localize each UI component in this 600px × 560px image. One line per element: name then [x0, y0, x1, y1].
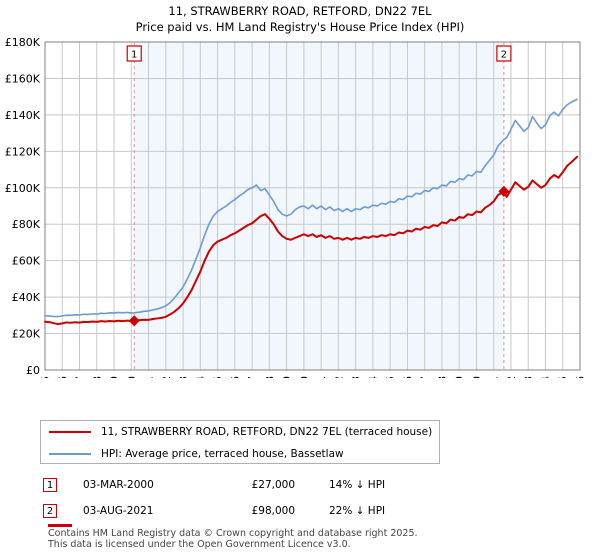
annotation-box[interactable] — [126, 45, 142, 62]
x-axis-tick-label: 2012 — [332, 376, 345, 378]
x-axis-tick-label: 2021 — [488, 376, 501, 378]
y-axis-tick-label: £40K — [12, 291, 41, 304]
x-axis-tick-label: 2018 — [436, 376, 449, 378]
chart-title-block: 11, STRAWBERRY ROAD, RETFORD, DN22 7EL P… — [0, 0, 600, 35]
transactions-table: 1 03-MAR-2000 £27,000 14% ↓ HPI 2 03-AUG… — [40, 472, 460, 524]
ownership-shaded-band — [134, 42, 504, 370]
price-history-chart: 1995 1996 1997 1998 1999 2000 2001 2002 2003 2004… — [5, 38, 587, 378]
x-axis-tick-label: 2022 — [505, 376, 518, 378]
chart-legend: 11, STRAWBERRY ROAD, RETFORD, DN22 7EL (… — [40, 420, 440, 464]
transaction-price: £27,000 — [251, 479, 295, 491]
x-axis-tick-label: 2008 — [263, 376, 276, 378]
annotation-label: 2 — [501, 50, 507, 61]
x-axis-tick-label: 2026 — [574, 376, 587, 378]
series-line-hpi — [44, 98, 578, 318]
x-axis-tick-label: 2023 — [522, 376, 535, 378]
x-axis-tick-label: 2004 — [194, 376, 207, 378]
transaction-marker-1: 1 — [43, 478, 57, 492]
legend-item-price-paid: 11, STRAWBERRY ROAD, RETFORD, DN22 7EL (… — [41, 421, 439, 443]
legend-label-price-paid: 11, STRAWBERRY ROAD, RETFORD, DN22 7EL (… — [101, 426, 433, 438]
legend-swatch-hpi — [49, 453, 91, 455]
x-axis-tick-label: 2019 — [453, 376, 466, 378]
annotation-label: 1 — [131, 50, 137, 61]
y-axis-tick-label: £0 — [26, 364, 40, 377]
x-axis-tick-label: 2003 — [177, 376, 190, 378]
x-axis-tick-label: 1996 — [56, 376, 69, 378]
x-axis-tick-label: 2001 — [143, 376, 156, 378]
x-axis-tick-label: 2000 — [125, 376, 138, 378]
sale-point-marker[interactable] — [498, 185, 510, 197]
table-row: 1 03-MAR-2000 £27,000 14% ↓ HPI — [40, 472, 460, 498]
sale-point-marker[interactable] — [128, 315, 140, 327]
legend-item-hpi: HPI: Average price, terraced house, Bass… — [41, 443, 439, 465]
x-axis-tick-label: 2002 — [160, 376, 173, 378]
annotation-box[interactable] — [496, 45, 512, 62]
x-axis-tick-label: 2017 — [419, 376, 432, 378]
x-axis-tick-label: 2015 — [384, 376, 397, 378]
footer-attribution: Contains HM Land Registry data © Crown c… — [48, 528, 588, 550]
transaction-hpi-delta: 22% ↓ HPI — [329, 505, 386, 517]
transaction-price: £98,000 — [251, 505, 295, 517]
y-axis-tick-label: £160K — [5, 72, 41, 85]
y-axis-tick-label: £20K — [12, 328, 41, 341]
y-axis-tick-label: £60K — [12, 255, 41, 268]
x-axis-tick-label: 2024 — [539, 376, 552, 378]
x-axis-tick-label: 2011 — [315, 376, 328, 378]
table-row: 2 03-AUG-2021 £98,000 22% ↓ HPI — [40, 498, 460, 524]
transaction-date: 03-MAR-2000 — [83, 479, 154, 491]
y-axis-tick-label: £120K — [5, 145, 41, 158]
x-axis-tick-label: 2007 — [246, 376, 259, 378]
x-axis-tick-label: 1998 — [91, 376, 104, 378]
y-axis-tick-label: £100K — [5, 182, 41, 195]
transaction-date: 03-AUG-2021 — [83, 505, 154, 517]
x-axis-tick-label: 2006 — [229, 376, 242, 378]
x-axis-tick-label: 2025 — [557, 376, 570, 378]
y-axis-tick-label: £180K — [5, 38, 41, 49]
legend-label-hpi: HPI: Average price, terraced house, Bass… — [101, 448, 344, 460]
x-axis-tick-label: 2013 — [350, 376, 363, 378]
x-axis-tick-label: 2009 — [281, 376, 294, 378]
x-axis-tick-label: 2020 — [470, 376, 483, 378]
x-axis-tick-label: 1999 — [108, 376, 121, 378]
y-axis-tick-label: £140K — [5, 109, 41, 122]
x-axis-tick-label: 2005 — [212, 376, 225, 378]
legend-swatch-price-paid — [49, 431, 91, 433]
x-axis-tick-label: 2010 — [298, 376, 311, 378]
x-axis-tick-label: 2014 — [367, 376, 380, 378]
transaction-hpi-delta: 14% ↓ HPI — [329, 479, 386, 491]
page-title: 11, STRAWBERRY ROAD, RETFORD, DN22 7EL — [168, 4, 432, 18]
x-axis-tick-label: 1997 — [74, 376, 87, 378]
transaction-marker-2: 2 — [43, 504, 57, 518]
chart-area: 1995 1996 1997 1998 1999 2000 2001 2002 2003 2004… — [0, 38, 600, 378]
x-axis-tick-label: 2016 — [401, 376, 414, 378]
x-axis-tick-label: 1995 — [39, 376, 52, 378]
footer-line-2: This data is licensed under the Open Gov… — [48, 539, 351, 550]
plot-border — [44, 41, 581, 371]
footer-divider — [48, 524, 72, 527]
y-axis-tick-label: £80K — [12, 218, 41, 231]
page-subtitle: Price paid vs. HM Land Registry's House … — [135, 20, 465, 34]
footer-line-1: Contains HM Land Registry data © Crown c… — [48, 528, 418, 539]
